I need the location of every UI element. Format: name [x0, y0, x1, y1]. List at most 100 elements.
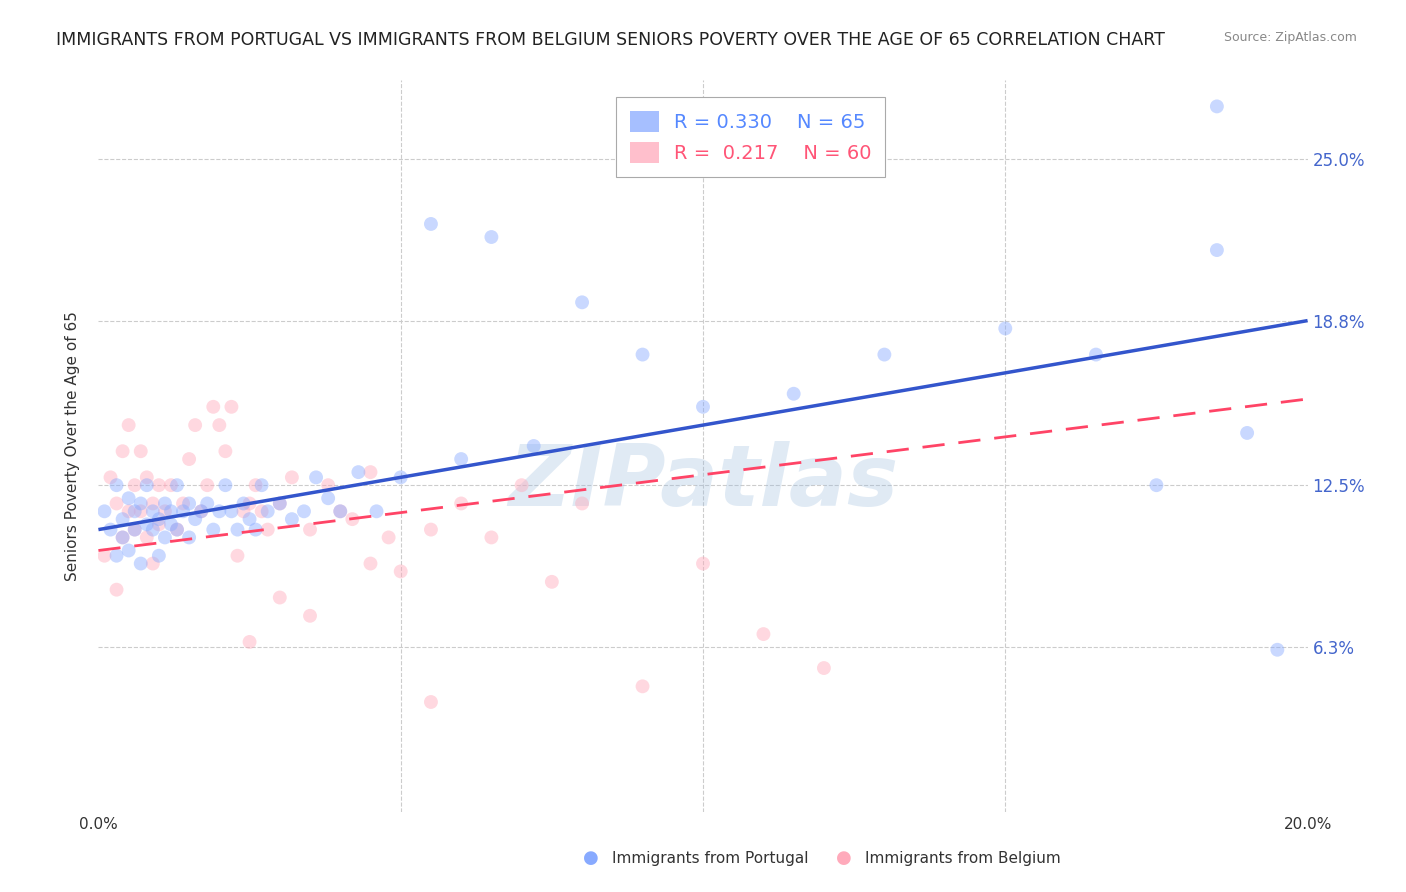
Point — [299, 523, 322, 537]
Point — [1236, 425, 1258, 440]
Point — [360, 465, 382, 479]
Point — [994, 321, 1017, 335]
Point — [481, 230, 503, 244]
Point — [160, 504, 183, 518]
Point — [250, 478, 273, 492]
Point — [129, 557, 152, 571]
Point — [148, 549, 170, 563]
Point — [360, 557, 382, 571]
Point — [190, 504, 212, 518]
Point — [93, 504, 115, 518]
Point — [250, 504, 273, 518]
Point — [1085, 348, 1108, 362]
Point — [105, 496, 128, 510]
Point — [420, 217, 443, 231]
Point — [100, 523, 122, 537]
Point — [420, 523, 443, 537]
Point — [142, 504, 165, 518]
Point — [142, 496, 165, 510]
Point — [571, 496, 593, 510]
Point — [450, 452, 472, 467]
Point — [166, 523, 188, 537]
Point — [239, 512, 262, 526]
Point — [281, 512, 304, 526]
Point — [1267, 642, 1289, 657]
Point — [190, 504, 212, 518]
Point — [226, 523, 249, 537]
Point — [214, 478, 236, 492]
Point — [135, 517, 157, 532]
Point — [135, 530, 157, 544]
Point — [179, 452, 201, 467]
Point — [221, 400, 243, 414]
Point — [316, 491, 339, 506]
Point — [111, 444, 134, 458]
Point — [510, 478, 533, 492]
Point — [184, 418, 207, 433]
Point — [245, 478, 267, 492]
Point — [631, 679, 654, 693]
Text: ●: ● — [582, 849, 599, 867]
Point — [124, 523, 146, 537]
Point — [269, 591, 291, 605]
Point — [202, 400, 225, 414]
Point — [366, 504, 388, 518]
Text: ZIPatlas: ZIPatlas — [508, 441, 898, 524]
Point — [166, 478, 188, 492]
Point — [299, 608, 322, 623]
Point — [208, 504, 231, 518]
Point — [208, 418, 231, 433]
Point — [148, 517, 170, 532]
Point — [342, 512, 364, 526]
Point — [142, 557, 165, 571]
Point — [347, 465, 370, 479]
Point — [540, 574, 562, 589]
Point — [129, 444, 152, 458]
Point — [195, 478, 218, 492]
Point — [148, 512, 170, 526]
Point — [153, 504, 176, 518]
Point — [1206, 243, 1229, 257]
Point — [377, 530, 399, 544]
Point — [111, 530, 134, 544]
Point — [111, 512, 134, 526]
Point — [153, 496, 176, 510]
Point — [105, 478, 128, 492]
Point — [105, 549, 128, 563]
Point — [105, 582, 128, 597]
Point — [124, 478, 146, 492]
Point — [232, 496, 254, 510]
Point — [239, 496, 262, 510]
Y-axis label: Seniors Poverty Over the Age of 65: Seniors Poverty Over the Age of 65 — [65, 311, 80, 581]
Text: Immigrants from Portugal: Immigrants from Portugal — [612, 851, 808, 865]
Point — [813, 661, 835, 675]
Point — [239, 635, 262, 649]
Point — [281, 470, 304, 484]
Point — [118, 418, 141, 433]
Point — [1206, 99, 1229, 113]
Point — [692, 557, 714, 571]
Point — [269, 496, 291, 510]
Point — [329, 504, 352, 518]
Point — [316, 478, 339, 492]
Point — [93, 549, 115, 563]
Point — [129, 496, 152, 510]
Point — [166, 523, 188, 537]
Text: Source: ZipAtlas.com: Source: ZipAtlas.com — [1223, 31, 1357, 45]
Point — [129, 504, 152, 518]
Point — [148, 478, 170, 492]
Point — [135, 470, 157, 484]
Point — [118, 504, 141, 518]
Point — [142, 523, 165, 537]
Point — [256, 504, 278, 518]
Point — [571, 295, 593, 310]
Point — [172, 496, 194, 510]
Point — [692, 400, 714, 414]
Point — [245, 523, 267, 537]
Point — [783, 386, 806, 401]
Point — [214, 444, 236, 458]
Point — [179, 496, 201, 510]
Point — [269, 496, 291, 510]
Point — [135, 478, 157, 492]
Point — [420, 695, 443, 709]
